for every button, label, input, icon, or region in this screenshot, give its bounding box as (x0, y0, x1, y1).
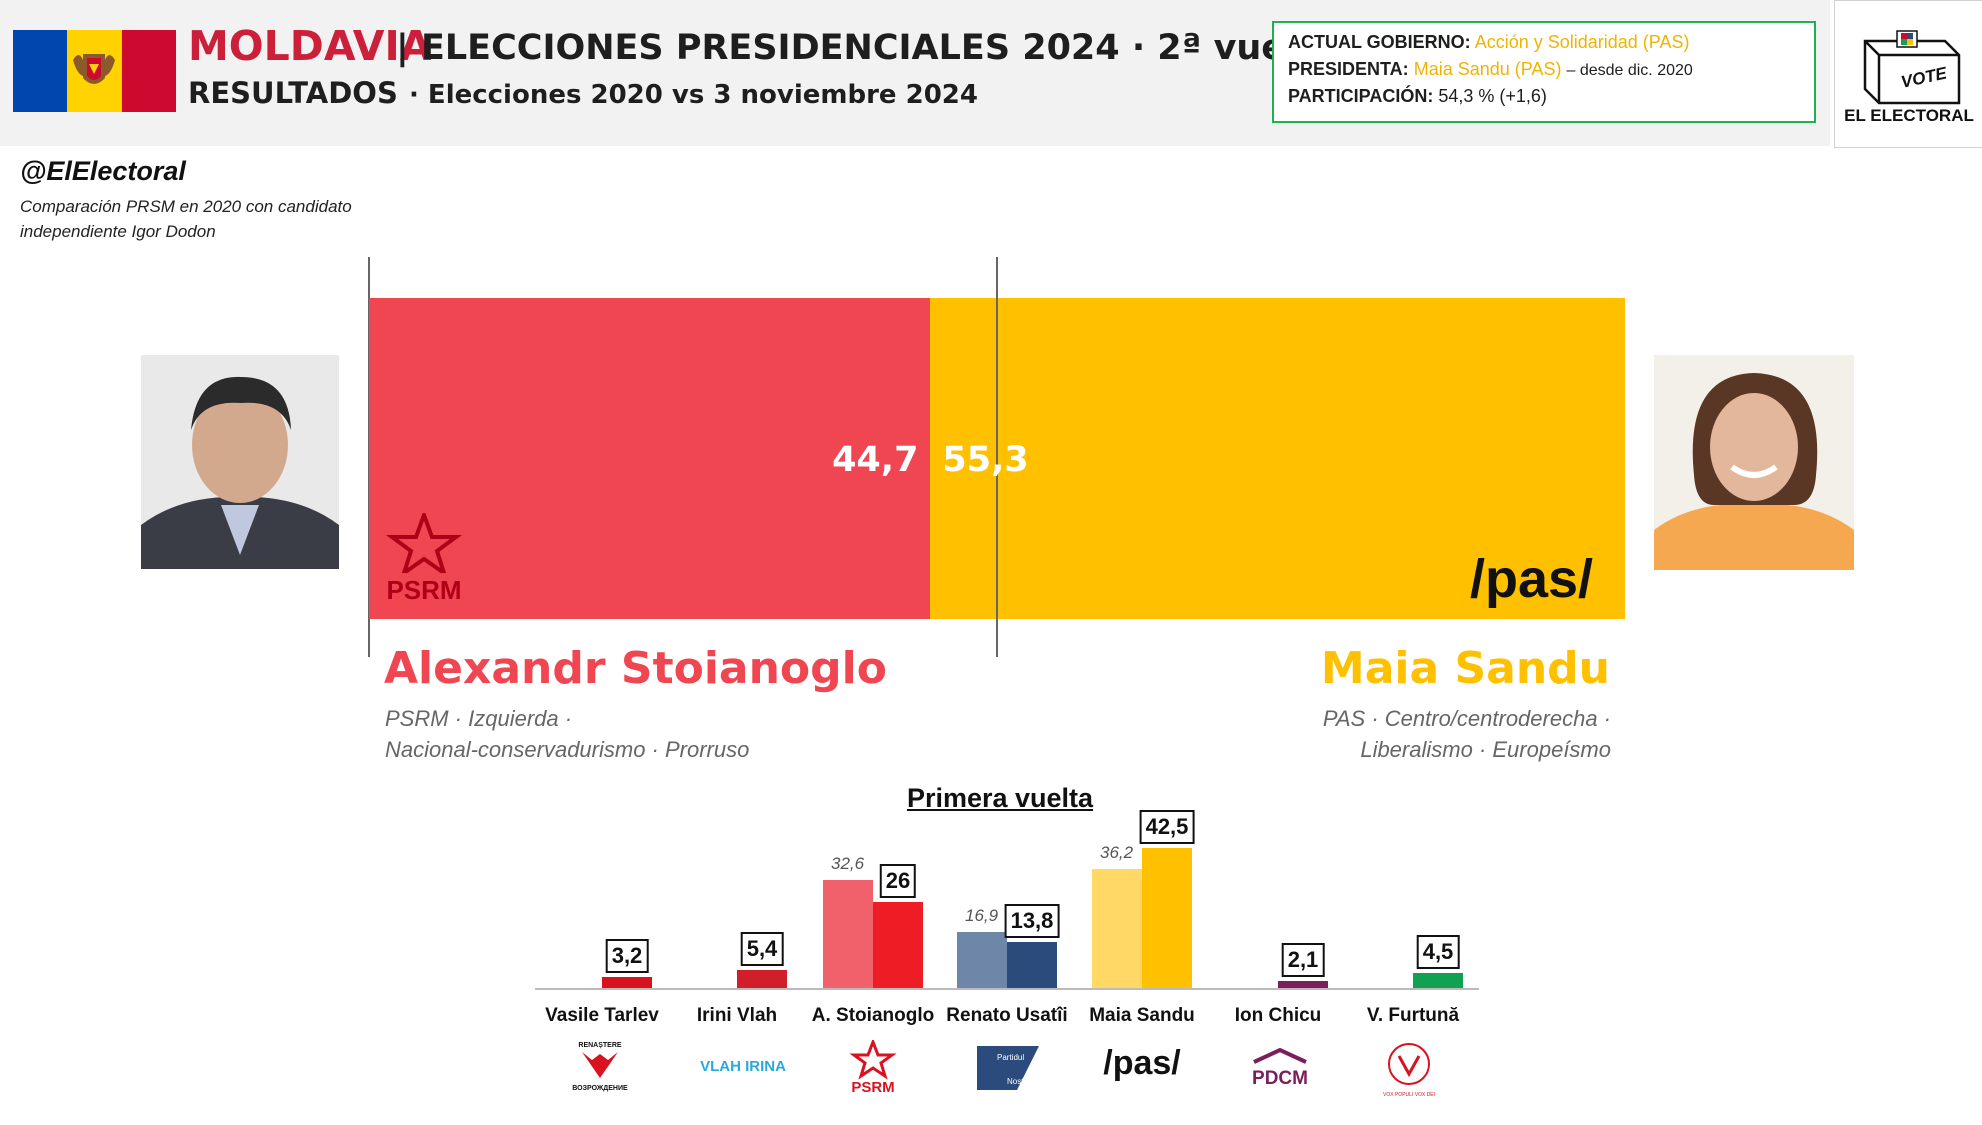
value-label-2024-5: 2,1 (1281, 943, 1325, 978)
moldova-flag-icon (13, 30, 176, 112)
category-label-2: A. Stoianoglo (811, 1005, 935, 1026)
info-turnout-value: 54,3 % (+1,6) (1438, 86, 1547, 106)
category-label-1: Irini Vlah (696, 1005, 778, 1026)
vox-populi-logo: VOX POPULI VOX DEI (1382, 1040, 1436, 1098)
first-round-axis (535, 988, 1479, 990)
svg-text:Partidul: Partidul (997, 1053, 1024, 1062)
results-label: RESULTADOS (188, 76, 398, 110)
reference-line-50 (996, 257, 998, 657)
value-label-sandu: 55,3 (942, 440, 1029, 480)
info-turnout: PARTICIPACIÓN: 54,3 % (+1,6) (1288, 86, 1547, 107)
partidul-nostru-logo: Partidul Nostru (977, 1046, 1039, 1090)
info-pres-key: PRESIDENTA: (1288, 59, 1409, 79)
svg-text:PDCM: PDCM (1252, 1068, 1308, 1088)
candidate-desc-stoianoglo-line2: Nacional-conservadurismo · Prorruso (385, 737, 750, 762)
handle-note: Comparación PRSM en 2020 con candidato i… (20, 197, 352, 241)
value-label-2020-3: 16,9 (965, 906, 999, 926)
bar-2024-0 (602, 977, 652, 988)
el-electoral-logo: VOTE EL ELECTORAL (1834, 0, 1982, 148)
svg-text:RENAȘTERE: RENAȘTERE (578, 1042, 622, 1049)
category-label-0: Vasile Tarlev (545, 1005, 659, 1026)
info-pres-value: Maia Sandu (PAS) (1413, 59, 1562, 79)
info-gov-key: ACTUAL GOBIERNO: (1288, 32, 1471, 52)
ballot-box-icon: VOTE (1863, 30, 1961, 105)
bar-2024-5 (1278, 981, 1328, 988)
bar-2024-3 (1007, 942, 1057, 988)
renastere-logo: RENAȘTERE ВОЗРОЖДЕНИЕ (572, 1038, 628, 1094)
stoianoglo-photo (141, 355, 339, 569)
first-round-title: Primera vuelta (906, 783, 1094, 813)
category-label-5: Ion Chicu (1234, 1005, 1322, 1026)
info-gov-value: Acción y Solidaridad (PAS) (1474, 32, 1690, 52)
value-label-2024-0: 3,2 (605, 939, 649, 974)
value-label-2020-4: 36,2 (1100, 842, 1134, 862)
candidate-name-sandu: Maia Sandu (1320, 643, 1610, 694)
value-label-2024-6: 4,5 (1416, 935, 1460, 970)
bar-2020-4 (1092, 868, 1142, 988)
candidate-name-stoianoglo: Alexandr Stoianoglo (384, 643, 887, 694)
category-label-6: V. Furtună (1366, 1005, 1460, 1026)
pas-small-logo: /pas/ (1103, 1044, 1181, 1082)
svg-text:VOX POPULI VOX DEI: VOX POPULI VOX DEI (1383, 1092, 1435, 1098)
category-label-4: Maia Sandu (1089, 1005, 1195, 1026)
info-box: ACTUAL GOBIERNO: Acción y Solidaridad (P… (1272, 21, 1816, 123)
psrm-logo-text: PSRM (386, 575, 462, 605)
value-label-2024-2: 26 (879, 864, 917, 899)
svg-text:ВОЗРОЖДЕНИЕ: ВОЗРОЖДЕНИЕ (572, 1085, 628, 1092)
election-subtitle: · Elecciones 2020 vs 3 noviembre 2024 (409, 80, 978, 110)
bar-2024-6 (1413, 973, 1463, 988)
bar-2024-2 (873, 902, 923, 988)
candidate-desc-sandu-line1: PAS · Centro/centroderecha · (1322, 706, 1611, 731)
country-title: MOLDAVIA (188, 22, 432, 70)
bar-stoianoglo (369, 298, 931, 619)
candidate-desc-stoianoglo-line1: PSRM · Izquierda · (385, 706, 573, 731)
info-turnout-key: PARTICIPACIÓN: (1288, 86, 1434, 106)
psrm-logo: PSRM (378, 509, 470, 613)
candidate-desc-sandu-line2: Liberalismo · Europeísmo (1360, 737, 1611, 762)
bar-2020-2 (823, 880, 873, 988)
candidate-desc-sandu: PAS · Centro/centroderecha · Liberalismo… (1323, 703, 1611, 765)
flag-stripe-blue (13, 30, 68, 112)
coat-of-arms-icon (73, 54, 116, 84)
twitter-handle: @ElElectoral (20, 156, 186, 186)
red-star-icon (385, 509, 463, 579)
bar-sandu (930, 298, 1625, 619)
info-president: PRESIDENTA: Maia Sandu (PAS) – desde dic… (1288, 59, 1693, 80)
info-government: ACTUAL GOBIERNO: Acción y Solidaridad (P… (1288, 32, 1689, 53)
vlah-irina-logo: VLAH IRINA (700, 1058, 786, 1075)
flag-stripe-red (121, 30, 176, 112)
value-label-stoianoglo: 44,7 (832, 440, 919, 480)
pas-logo: /pas/ (1470, 549, 1594, 609)
info-pres-note: – desde dic. 2020 (1566, 62, 1693, 79)
candidate-desc-stoianoglo: PSRM · Izquierda · Nacional-conservaduri… (385, 703, 749, 765)
pdcm-logo: PDCM (1244, 1047, 1316, 1089)
value-label-2024-4: 42,5 (1139, 809, 1195, 844)
bar-2024-1 (737, 970, 787, 988)
bar-2020-3 (957, 932, 1007, 988)
value-label-2020-2: 32,6 (831, 854, 865, 874)
flag-stripe-yellow (67, 30, 122, 112)
category-label-3: Renato Usatîi (946, 1005, 1068, 1026)
svg-text:Nostru: Nostru (1007, 1077, 1031, 1086)
value-label-2024-1: 5,4 (740, 932, 784, 967)
value-label-2024-3: 13,8 (1004, 904, 1060, 939)
bar-2024-4 (1142, 847, 1192, 988)
sandu-photo (1654, 355, 1854, 570)
svg-text:PSRM: PSRM (851, 1079, 894, 1096)
election-title: | ELECCIONES PRESIDENCIALES 2024 · 2ª vu… (396, 28, 1338, 68)
logo-brand: EL ELECTORAL (1844, 106, 1974, 125)
psrm-small-logo: PSRM (845, 1037, 901, 1096)
